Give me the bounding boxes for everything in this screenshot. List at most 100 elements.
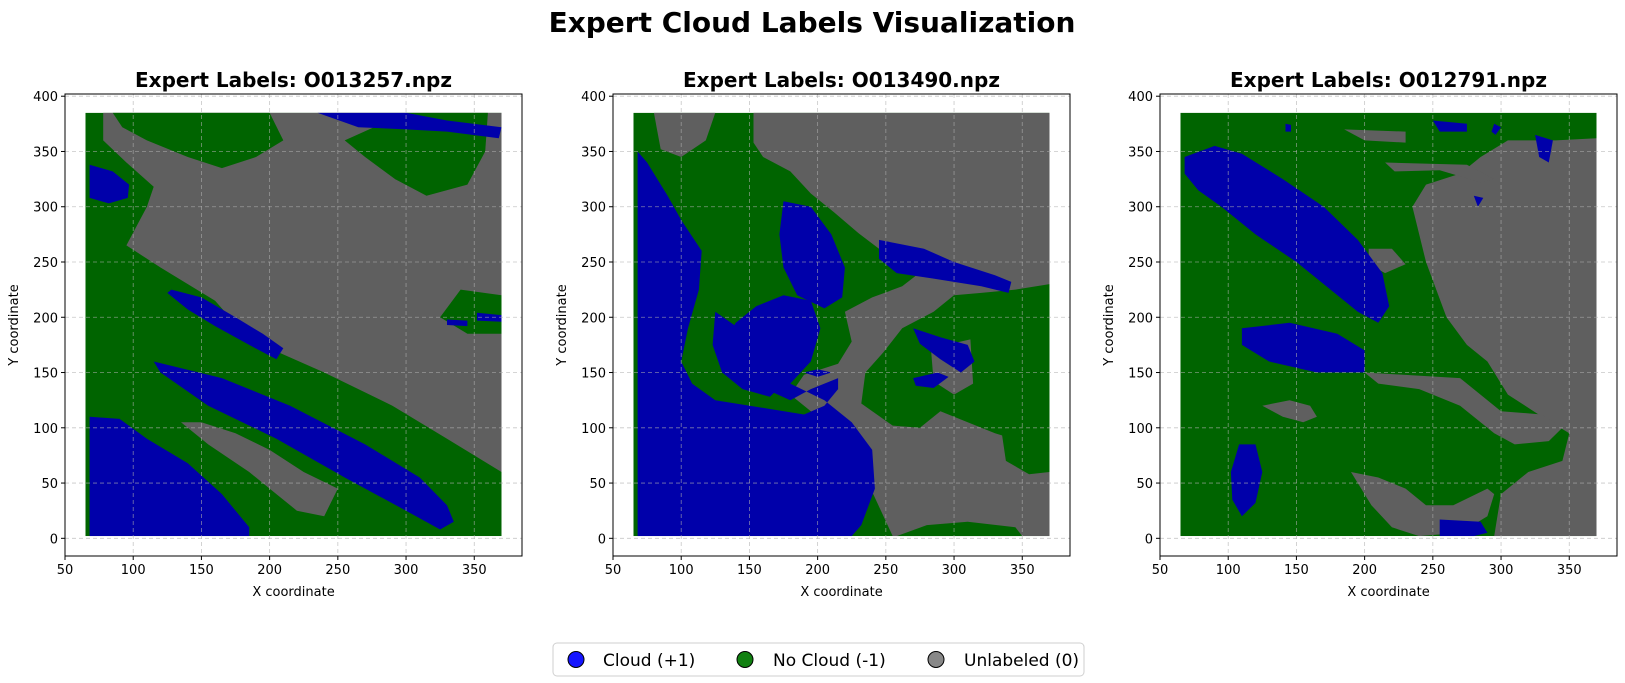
region-unlabeled	[1364, 372, 1563, 445]
y-tick-label: 50	[41, 477, 58, 492]
region-cloud	[1432, 120, 1467, 132]
legend: Cloud (+1) No Cloud (-1) Unlabeled (0)	[552, 642, 1085, 677]
region-cloud	[317, 112, 502, 139]
x-tick-label: 150	[737, 563, 762, 578]
y-tick-label: 0	[50, 532, 58, 547]
region-unlabeled	[1368, 248, 1406, 274]
x-tick-label: 250	[873, 563, 898, 578]
region-no-cloud	[896, 521, 1023, 537]
legend-label-cloud: Cloud (+1)	[603, 651, 695, 671]
y-tick-label: 200	[581, 311, 606, 326]
region-no-cloud	[112, 112, 284, 169]
y-axis-label: Y coordinate	[555, 284, 570, 366]
region-unlabeled	[1385, 162, 1495, 183]
region-cloud	[1491, 123, 1501, 135]
region-cloud	[477, 312, 502, 322]
x-tick-label: 50	[1152, 563, 1169, 578]
y-tick-label: 200	[1128, 311, 1153, 326]
region-cloud	[167, 289, 284, 360]
y-tick-label: 0	[1145, 532, 1153, 547]
x-tick-label: 200	[805, 563, 830, 578]
y-tick-label: 350	[33, 145, 58, 160]
subplot-title: Expert Labels: O013257.npz	[135, 68, 452, 92]
y-axis-label: Y coordinate	[7, 284, 22, 366]
y-tick-label: 50	[589, 477, 606, 492]
legend-marker-unlabeled	[927, 651, 945, 668]
x-tick-label: 200	[1352, 563, 1377, 578]
y-tick-label: 350	[1128, 145, 1153, 160]
region-cloud	[1184, 145, 1390, 323]
x-tick-label: 150	[1284, 563, 1309, 578]
y-tick-label: 350	[581, 145, 606, 160]
region-cloud	[913, 372, 949, 388]
x-tick-label: 200	[257, 563, 282, 578]
y-tick-label: 300	[581, 201, 606, 216]
subplot-3: 50 100 150 200 250 300 350 0 50 100 150 200 250 300 35…	[1102, 68, 1618, 600]
x-tick-label: 350	[1010, 563, 1035, 578]
y-tick-label: 100	[33, 422, 58, 437]
region-cloud	[779, 201, 845, 309]
region-cloud	[447, 319, 468, 327]
x-tick-label: 300	[394, 563, 419, 578]
x-tick-label: 250	[325, 563, 350, 578]
x-tick-label: 100	[669, 563, 694, 578]
region-cloud	[712, 311, 784, 397]
y-axis-label: Y coordinate	[1102, 284, 1117, 366]
y-tick-label: 400	[581, 90, 606, 105]
y-tick-label: 100	[1128, 422, 1153, 437]
x-tick-label: 250	[1420, 563, 1445, 578]
region-cloud	[913, 328, 975, 373]
x-tick-label: 350	[1557, 563, 1582, 578]
y-tick-label: 250	[33, 256, 58, 271]
subplot-2: 50 100 150 200 250 300 350 0 50 100 150 200 250 300 35…	[555, 68, 1071, 600]
legend-marker-cloud	[567, 651, 585, 668]
region-cloud	[1230, 444, 1263, 517]
region-unlabeled	[181, 422, 338, 517]
region-unlabeled	[1344, 129, 1406, 143]
label-map	[85, 112, 502, 537]
x-tick-label: 100	[121, 563, 146, 578]
x-tick-label: 350	[462, 563, 487, 578]
y-tick-label: 50	[1136, 477, 1153, 492]
y-tick-label: 200	[33, 311, 58, 326]
y-tick-label: 400	[33, 90, 58, 105]
x-tick-label: 50	[605, 563, 622, 578]
y-tick-label: 150	[33, 367, 58, 382]
y-tick-label: 150	[581, 367, 606, 382]
region-cloud	[1473, 195, 1484, 207]
legend-label-unlabeled: Unlabeled (0)	[964, 651, 1079, 671]
axes-frame	[612, 93, 1071, 557]
axes-frame	[1159, 93, 1618, 557]
region-cloud	[1285, 123, 1291, 132]
label-map	[1180, 112, 1597, 537]
y-tick-label: 250	[1128, 256, 1153, 271]
region-cloud	[1439, 519, 1488, 537]
y-tick-label: 300	[33, 201, 58, 216]
x-axis-label: X coordinate	[1347, 585, 1429, 600]
region-cloud	[1535, 134, 1553, 163]
figure-title: Expert Cloud Labels Visualization	[549, 6, 1076, 39]
y-tick-label: 100	[581, 422, 606, 437]
gridlines	[1159, 94, 1617, 556]
y-tick-label: 150	[1128, 367, 1153, 382]
region-no-cloud	[344, 112, 488, 196]
region-cloud	[637, 151, 875, 537]
x-tick-label: 300	[1489, 563, 1514, 578]
subplot-title: Expert Labels: O013490.npz	[683, 68, 1000, 92]
x-axis-label: X coordinate	[800, 585, 882, 600]
region-no-cloud	[1001, 427, 1050, 475]
x-axis-label: X coordinate	[252, 585, 334, 600]
y-tick-label: 400	[1128, 90, 1153, 105]
region-unlabeled	[1412, 138, 1597, 537]
y-tick-label: 300	[1128, 201, 1153, 216]
region-cloud	[1241, 322, 1365, 373]
region-cloud	[804, 369, 832, 377]
label-map	[633, 112, 1050, 537]
legend-label-no-cloud: No Cloud (-1)	[773, 651, 886, 671]
region-cloud	[89, 164, 130, 204]
region-unlabeled	[753, 112, 1050, 537]
x-tick-label: 50	[57, 563, 74, 578]
region-cloud	[153, 361, 454, 530]
region-cloud	[879, 239, 1012, 293]
